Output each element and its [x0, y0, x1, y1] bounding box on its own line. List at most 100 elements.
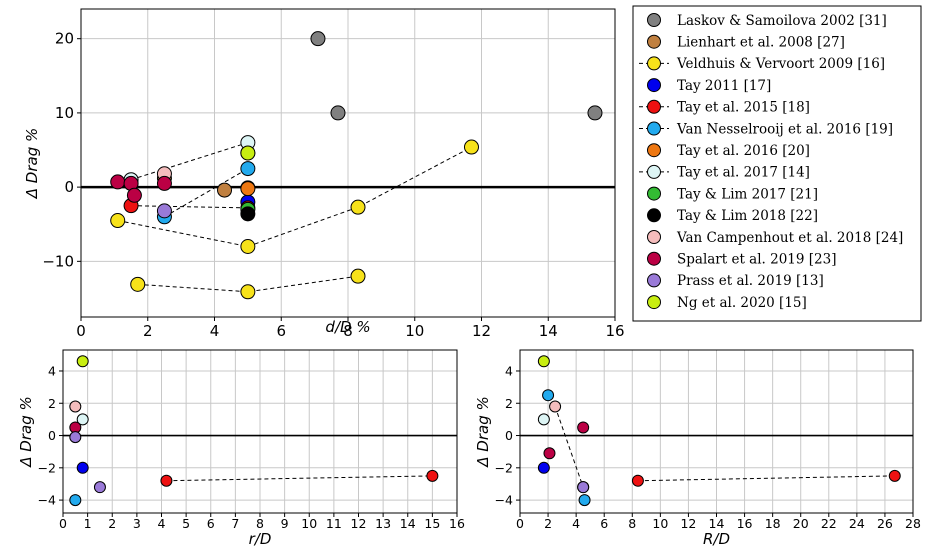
- x-tick-label: 24: [849, 516, 865, 531]
- legend-label: Van Campenhout et al. 2018 [24]: [676, 230, 903, 246]
- x-tick-label: 0: [516, 516, 524, 531]
- legend-box: [632, 5, 922, 322]
- legend-marker: [647, 295, 661, 310]
- data-point: [577, 481, 590, 494]
- x-tick-label: 8: [343, 322, 353, 340]
- legend-label: Van Nesselrooij et al. 2016 [19]: [676, 121, 893, 137]
- x-tick-label: 6: [207, 516, 215, 531]
- x-tick-label: 18: [765, 516, 781, 531]
- chart-panel-main: 0 2 4 6 8 10 12 14 16 −10 0 10 20 d/D % Δ Drag %: [23, 8, 625, 340]
- series-Prass et al. 2019 [13]: [156, 203, 172, 219]
- x-tick-label: 10: [301, 516, 317, 531]
- series-Tay et al. 2016 [20]: [240, 181, 256, 197]
- x-tick-label: 22: [821, 516, 837, 531]
- y-tick-label: −2: [495, 460, 513, 475]
- plot-frame: [62, 349, 458, 514]
- x-tick-label: 1: [84, 516, 92, 531]
- data-point: [240, 161, 256, 177]
- y-tick-label: −10: [42, 252, 74, 270]
- legend-entry: Ng et al. 2020 [15]: [647, 295, 807, 311]
- legend-entry: Van Nesselrooij et al. 2016 [19]: [639, 121, 893, 137]
- x-tick-label: 28: [905, 516, 921, 531]
- data-point: [542, 389, 555, 402]
- series-Tay 2011 [17]: [76, 461, 89, 474]
- x-tick-label: 16: [605, 322, 624, 340]
- data-point: [69, 431, 82, 444]
- y-tick-label: −4: [495, 493, 513, 508]
- y-tick-label: 0: [505, 428, 513, 443]
- legend-marker: [647, 78, 661, 93]
- data-point: [426, 469, 439, 482]
- data-point: [240, 145, 256, 161]
- x-axis-label: R/D: [703, 530, 730, 548]
- series-Van Nesselrooij et al. 2016 [19]: [69, 494, 82, 507]
- x-tick-label: 10: [405, 322, 424, 340]
- data-point: [543, 447, 556, 460]
- legend-marker: [647, 208, 661, 223]
- x-tick-label: 13: [375, 516, 391, 531]
- series-Tay 2011 [17]: [537, 461, 550, 474]
- data-point: [631, 474, 644, 487]
- data-point: [310, 31, 326, 47]
- legend-marker: [647, 143, 661, 158]
- legend-label: Tay et al. 2016 [20]: [677, 143, 810, 159]
- y-axis-label: Δ Drag %: [17, 396, 35, 467]
- x-tick-label: 2: [544, 516, 552, 531]
- series-dashed-line: [137, 275, 359, 293]
- x-tick-label: 3: [133, 516, 141, 531]
- data-point: [156, 175, 172, 191]
- legend-marker: [647, 121, 661, 136]
- series-Tay & Lim 2018 [22]: [240, 206, 256, 222]
- x-tick-label: 5: [182, 516, 190, 531]
- x-tick-label: 4: [572, 516, 580, 531]
- data-point: [888, 469, 901, 482]
- x-axis-label: r/D: [249, 530, 272, 548]
- series-Ng et al. 2020 [15]: [537, 355, 550, 368]
- legend: Laskov & Samoilova 2002 [31] Lienhart et …: [632, 5, 922, 322]
- legend-label: Laskov & Samoilova 2002 [31]: [677, 13, 887, 29]
- x-tick-label: 4: [158, 516, 166, 531]
- x-tick-label: 7: [231, 516, 239, 531]
- legend-label: Prass et al. 2019 [13]: [677, 273, 824, 289]
- x-tick-label: 8: [256, 516, 264, 531]
- data-point: [537, 461, 550, 474]
- x-tick-label: 2: [143, 322, 153, 340]
- data-point: [76, 355, 89, 368]
- data-point: [537, 413, 550, 426]
- plot-frame: [80, 8, 616, 318]
- series-Tay et al. 2015 [18]: [160, 469, 439, 487]
- x-axis-label: d/D %: [325, 318, 370, 336]
- data-point: [350, 199, 366, 215]
- data-point: [156, 203, 172, 219]
- data-point: [240, 238, 256, 254]
- x-tick-label: 26: [877, 516, 893, 531]
- x-tick-label: 16: [449, 516, 465, 531]
- x-tick-label: 9: [281, 516, 289, 531]
- legend-label: Tay 2011 [17]: [677, 78, 771, 94]
- y-tick-label: 4: [48, 363, 56, 378]
- series-dashed-line: [166, 475, 433, 482]
- series-Spalart et al. 2019 [23]: [543, 421, 590, 460]
- legend-entry: Veldhuis & Vervoort 2009 [16]: [639, 56, 885, 72]
- series-Tay et al. 2017 [14]: [76, 413, 89, 426]
- legend-entry: Tay et al. 2016 [20]: [647, 143, 810, 159]
- x-tick-label: 12: [351, 516, 367, 531]
- legend-entry: Tay & Lim 2017 [21]: [647, 186, 818, 202]
- data-point: [549, 400, 562, 413]
- x-tick-label: 20: [793, 516, 809, 531]
- legend-marker: [647, 230, 661, 244]
- data-point: [537, 355, 550, 368]
- x-tick-label: 12: [680, 516, 696, 531]
- x-tick-label: 12: [472, 322, 491, 340]
- x-tick-label: 4: [210, 322, 220, 340]
- legend-label: Veldhuis & Vervoort 2009 [16]: [676, 56, 885, 72]
- y-tick-label: 2: [48, 396, 56, 411]
- legend-entry: Tay et al. 2015 [18]: [639, 100, 810, 116]
- x-tick-label: 14: [539, 322, 558, 340]
- x-tick-label: 0: [59, 516, 67, 531]
- series-dashed-line: [117, 146, 472, 248]
- series-Prass et al. 2019 [13]: [577, 481, 590, 494]
- y-tick-label: −2: [38, 460, 56, 475]
- data-point: [577, 421, 590, 434]
